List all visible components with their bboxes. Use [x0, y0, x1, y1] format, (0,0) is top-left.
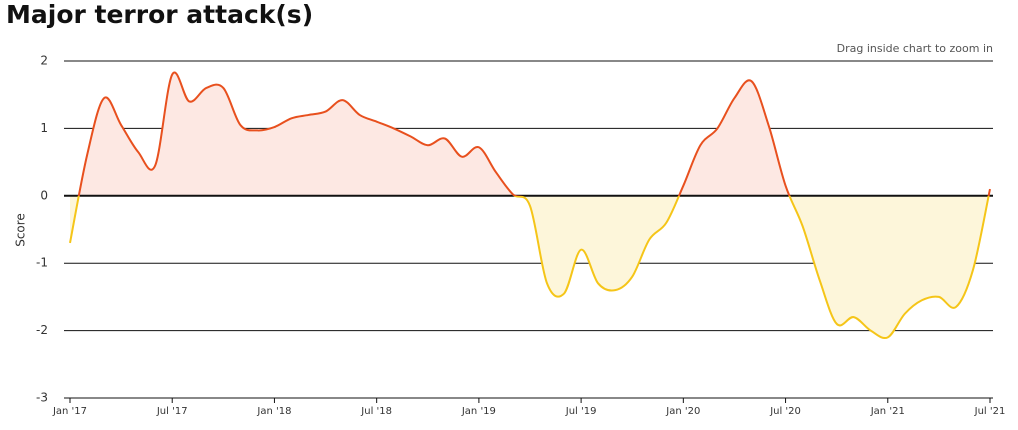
x-tick-label: Jul '19 [565, 406, 597, 417]
y-tick-label: -1 [36, 256, 48, 270]
x-tick-label: Jul '18 [360, 406, 392, 417]
x-tick-label: Jan '21 [870, 406, 905, 417]
y-tick-label: 1 [40, 121, 48, 135]
zoom-note: Drag inside chart to zoom in [837, 42, 993, 55]
x-tick-label: Jan '18 [256, 406, 291, 417]
chart-title: Major terror attack(s) [6, 0, 313, 29]
x-tick-label: Jan '19 [461, 406, 496, 417]
line [69, 71, 991, 339]
y-tick-label: 2 [40, 54, 48, 68]
y-tick-label: 0 [40, 188, 48, 202]
y-tick-label: -3 [36, 391, 48, 405]
x-tick-label: Jan '17 [52, 406, 87, 417]
x-tick-label: Jan '20 [665, 406, 700, 417]
y-tick-label: -2 [36, 323, 48, 337]
x-tick-label: Jul '17 [156, 406, 188, 417]
x-tick-label: Jul '20 [769, 406, 801, 417]
y-axis-label: Score [14, 213, 28, 247]
x-tick-label: Jul '21 [974, 406, 1006, 417]
